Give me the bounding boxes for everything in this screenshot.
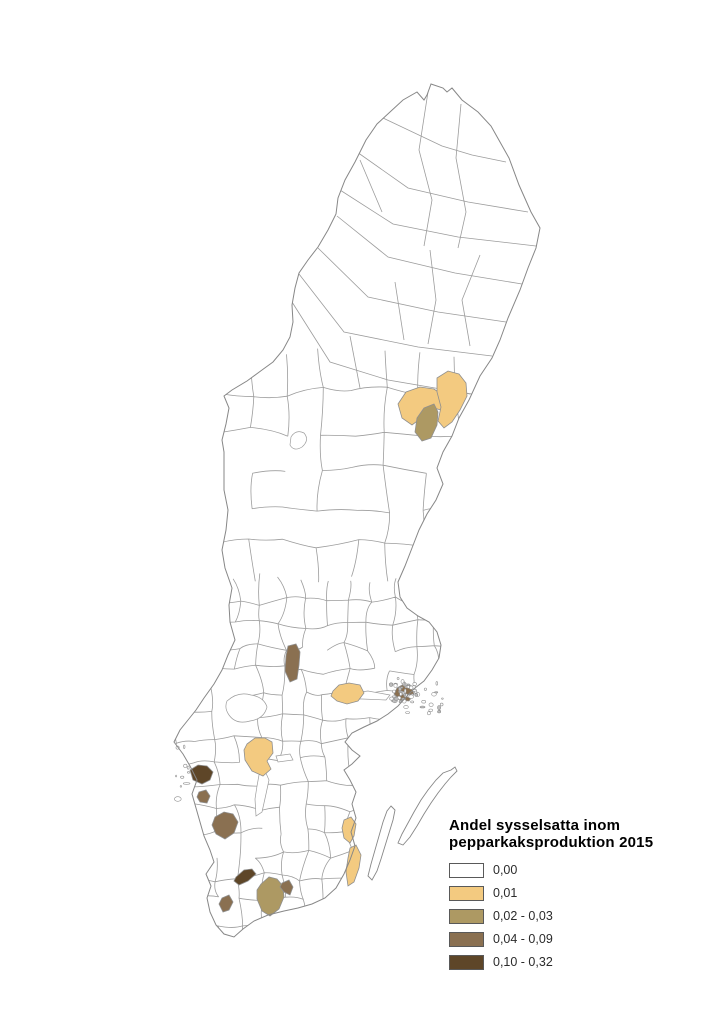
- legend-swatch: [449, 931, 484, 947]
- map-region-south-brown-small: [218, 894, 234, 913]
- oland-island: [367, 805, 396, 881]
- map-region-goteborg-dark: [189, 764, 214, 785]
- map-region-umea-khaki: [414, 403, 439, 442]
- legend-title-line1: Andel sysselsatta inom: [449, 817, 621, 834]
- map-region-southwest-brown: [211, 811, 239, 840]
- legend-title-line2: pepparkaksproduktion 2015: [449, 834, 654, 851]
- legend-items: 0,00 0,01 0,02 - 0,03 0,04 - 0,09 0,10 - 0,3…: [449, 862, 709, 970]
- legend-item: 0,10 - 0,32: [449, 954, 709, 970]
- map-region-vasteras-tan: [330, 682, 365, 705]
- legend-label: 0,02 - 0,03: [493, 909, 553, 923]
- legend-label: 0,10 - 0,32: [493, 955, 553, 969]
- legend-item: 0,02 - 0,03: [449, 908, 709, 924]
- map-region-kalmar-tan: [345, 844, 362, 887]
- legend-item: 0,04 - 0,09: [449, 931, 709, 947]
- legend-title: Andel sysselsatta inom pepparkaksprodukt…: [449, 817, 709, 851]
- colored-regions: [189, 370, 468, 917]
- map-region-north-coast-tan: [436, 370, 468, 429]
- map-region-orebro-tan: [243, 737, 274, 777]
- legend-label: 0,04 - 0,09: [493, 932, 553, 946]
- map-region-bergslagen-brown: [284, 643, 301, 683]
- legend-item: 0,00: [449, 862, 709, 878]
- map-legend: Andel sysselsatta inom pepparkaksprodukt…: [449, 817, 709, 977]
- archipelago: [174, 677, 444, 802]
- map-region-smaland-dark: [233, 868, 257, 886]
- lakes: [225, 431, 391, 817]
- gotland-island: [397, 766, 458, 846]
- map-region-west-brown-small: [196, 789, 211, 804]
- legend-label: 0,01: [493, 886, 518, 900]
- legend-swatch: [449, 954, 484, 970]
- legend-swatch: [449, 908, 484, 924]
- legend-label: 0,00: [493, 863, 518, 877]
- sweden-outline: [173, 83, 541, 938]
- map-region-vaxjo-ne-brown: [279, 879, 294, 896]
- islands: [367, 766, 458, 881]
- legend-swatch: [449, 862, 484, 878]
- legend-swatch: [449, 885, 484, 901]
- legend-item: 0,01: [449, 885, 709, 901]
- map-region-vaxjo-khaki: [256, 876, 285, 917]
